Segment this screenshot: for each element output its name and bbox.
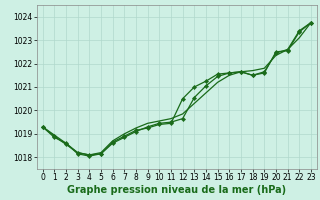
X-axis label: Graphe pression niveau de la mer (hPa): Graphe pression niveau de la mer (hPa) xyxy=(67,185,286,195)
